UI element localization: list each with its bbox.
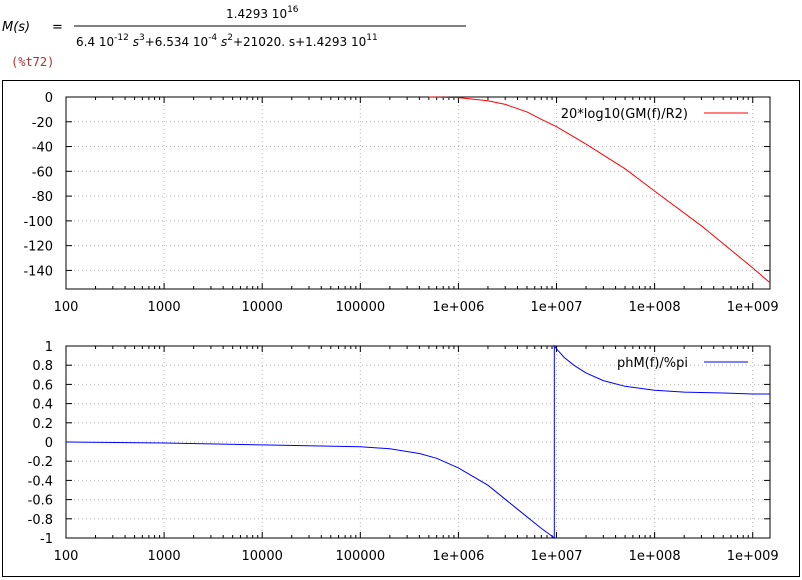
y-tick-label: -1 xyxy=(40,532,53,547)
x-tick-label: 1e+006 xyxy=(432,300,484,315)
output-label: (%t72) xyxy=(11,55,55,69)
y-tick-label: -40 xyxy=(32,141,53,156)
equation-denominator: 6.4 10-12 s3+6.534 10-4 s2+21020. s+1.42… xyxy=(76,33,378,49)
equation-lhs: M(s) xyxy=(2,20,30,35)
plot-area-border xyxy=(65,96,771,290)
plot-output-frame: 0 -20 -40 -60 -80 -100 -120 -140 100 1000 10000 100… xyxy=(2,80,800,577)
svg-text:6.4 10-12 s3+6.534 10-4 s2+210: 6.4 10-12 s3+6.534 10-4 s2+21020. s+1.42… xyxy=(76,33,378,49)
y-tick-label: -80 xyxy=(32,190,53,205)
x-tick-label: 1e+009 xyxy=(727,549,779,564)
y-tick-label: 0 xyxy=(45,91,53,106)
y-tick-label: -0.6 xyxy=(28,494,53,509)
x-tick-label: 1e+007 xyxy=(531,300,583,315)
x-tick-label: 1e+006 xyxy=(432,549,484,564)
legend-label: 20*log10(GM(f)/R2) xyxy=(561,107,688,122)
x-tick-label: 10000 xyxy=(242,300,283,315)
y-tick-label: -140 xyxy=(23,264,53,279)
x-tick-label: 100000 xyxy=(335,549,385,564)
y-tick-label: 0.4 xyxy=(32,398,53,413)
equation-numerator: 1.4293 1016 xyxy=(226,5,299,21)
y-tick-label: -60 xyxy=(32,165,53,180)
magnitude-chart: 0 -20 -40 -60 -80 -100 -120 -140 100 1000 10000 100… xyxy=(23,91,778,315)
x-tick-label: 10000 xyxy=(242,549,283,564)
x-tick-label: 100 xyxy=(54,300,79,315)
x-tick-label: 1e+007 xyxy=(531,549,583,564)
y-tick-label: -0.4 xyxy=(28,474,53,489)
x-tick-label: 100 xyxy=(54,549,79,564)
x-tick-label: 100000 xyxy=(335,300,385,315)
y-tick-label: -20 xyxy=(32,116,53,131)
equation-equals: = xyxy=(52,20,63,35)
y-tick-label: -120 xyxy=(23,240,53,255)
series-line xyxy=(428,96,771,284)
x-tick-label: 1e+009 xyxy=(727,300,779,315)
y-tick-label: 0.8 xyxy=(32,359,53,374)
y-tick-label: 0.2 xyxy=(32,417,53,432)
y-tick-label: -100 xyxy=(23,215,53,230)
x-tick-label: 1000 xyxy=(148,549,181,564)
series-line xyxy=(65,344,770,540)
y-tick-label: -0.8 xyxy=(28,513,53,528)
y-tick-label: -0.2 xyxy=(28,455,53,470)
y-tick-label: 0.6 xyxy=(32,378,53,393)
transfer-function-equation: M(s) = 1.4293 1016 6.4 10-12 s3+6.534 10… xyxy=(2,5,466,49)
x-tick-label: 1e+008 xyxy=(629,549,681,564)
y-tick-label: 0 xyxy=(45,436,53,451)
x-tick-label: 1e+008 xyxy=(629,300,681,315)
svg-text:1.4293 1016: 1.4293 1016 xyxy=(226,5,299,21)
y-tick-label: 1 xyxy=(45,340,53,355)
legend-label: phM(f)/%pi xyxy=(617,356,688,371)
x-tick-label: 1000 xyxy=(148,300,181,315)
